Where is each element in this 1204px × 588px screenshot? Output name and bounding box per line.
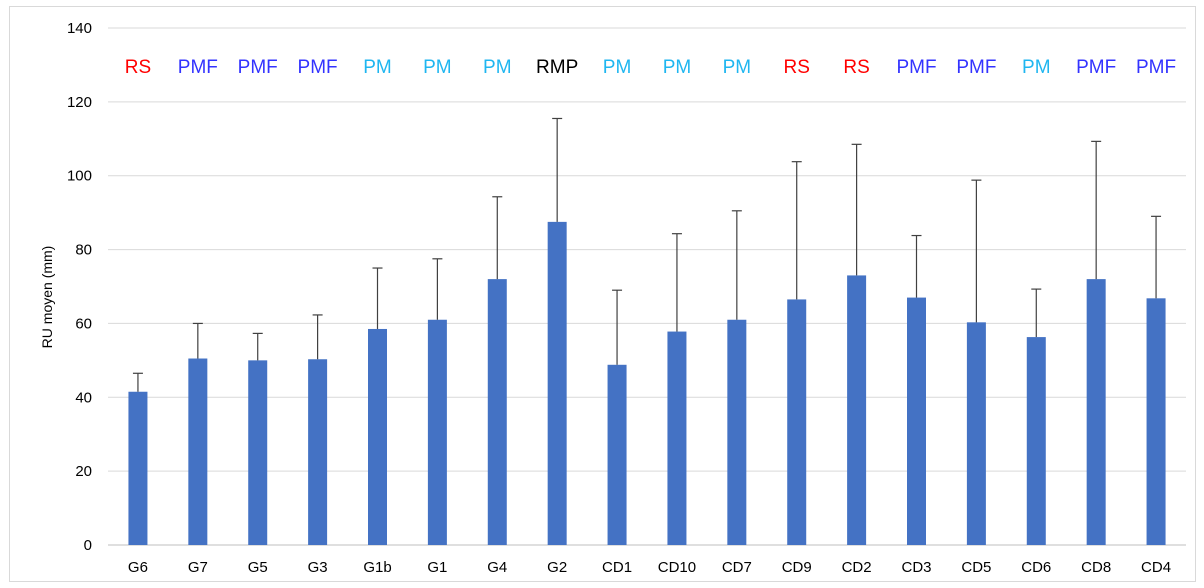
bar [248,360,268,545]
bar [727,319,747,545]
bars [128,221,1166,545]
gridlines [108,27,1186,546]
bar [368,328,387,545]
bar [847,275,867,545]
x-tick-label: G3 [308,559,328,576]
x-tick-label: CD7 [722,559,752,576]
x-tick-label: CD1 [602,559,632,576]
bar [427,319,447,545]
bar [547,221,567,545]
y-tick-label: 100 [67,168,92,185]
y-axis-tick-labels: 0 20 40 60 80 100 120 140 [67,20,92,554]
bar [607,364,627,545]
x-tick-label: G2 [547,559,567,576]
x-tick-label: CD10 [658,559,696,576]
y-tick-label: 20 [75,463,92,480]
x-tick-label: CD8 [1081,559,1111,576]
category-annotation: PM [663,57,692,78]
bar [966,322,986,545]
x-tick-label: CD3 [901,559,931,576]
category-annotation: PMF [896,57,936,78]
category-annotation: PM [1022,57,1051,78]
bar [308,359,328,545]
x-tick-label: G7 [188,559,208,576]
bar [787,299,807,545]
y-tick-label: 80 [75,242,92,259]
bar [1146,298,1166,545]
category-annotation: PM [603,57,632,78]
category-annotation: PMF [1136,57,1176,78]
bar [128,391,148,545]
category-annotation: PM [483,57,512,78]
x-tick-label: G6 [128,559,148,576]
category-annotation: PMF [1076,57,1116,78]
x-tick-label: G1 [427,559,447,576]
x-tick-label: CD6 [1021,559,1051,576]
category-annotation: RS [125,57,151,78]
y-tick-label: 60 [75,315,92,332]
category-annotation: RMP [536,57,578,78]
y-tick-label: 40 [75,389,92,406]
x-axis-tick-labels: G6 G7 G5 G3 G1b G1 G4 G2 CD1 CD10 CD7 CD9 CD2 CD3 CD5 C… [128,559,1171,576]
bar [1026,337,1046,545]
y-tick-label: 140 [67,20,92,37]
category-annotation: PMF [298,57,338,78]
bar [1086,279,1106,545]
category-annotation: RS [843,57,869,78]
category-annotation: PMF [238,57,278,78]
x-tick-label: CD5 [961,559,991,576]
x-tick-label: G5 [248,559,268,576]
category-annotation: PM [423,57,452,78]
y-tick-label: 0 [84,537,92,554]
category-annotation: RS [784,57,810,78]
bar [487,279,507,545]
bar [188,358,208,545]
y-axis-title: RU moyen (mm) [39,246,55,349]
category-annotation: PM [363,57,392,78]
error-bars [132,117,1162,392]
category-annotation: PM [723,57,752,78]
category-annotations: RS PMF PMF PMF PM PM PM RMP PM PM PM RS RS PMF PMF PM PM… [125,57,1176,78]
y-tick-label: 120 [67,94,92,111]
bar [667,331,687,545]
category-annotation: PMF [956,57,996,78]
x-tick-label: CD2 [842,559,872,576]
x-tick-label: CD4 [1141,559,1171,576]
x-tick-label: CD9 [782,559,812,576]
bar [907,297,926,545]
x-tick-label: G1b [363,559,391,576]
x-tick-label: G4 [487,559,507,576]
category-annotation: PMF [178,57,218,78]
